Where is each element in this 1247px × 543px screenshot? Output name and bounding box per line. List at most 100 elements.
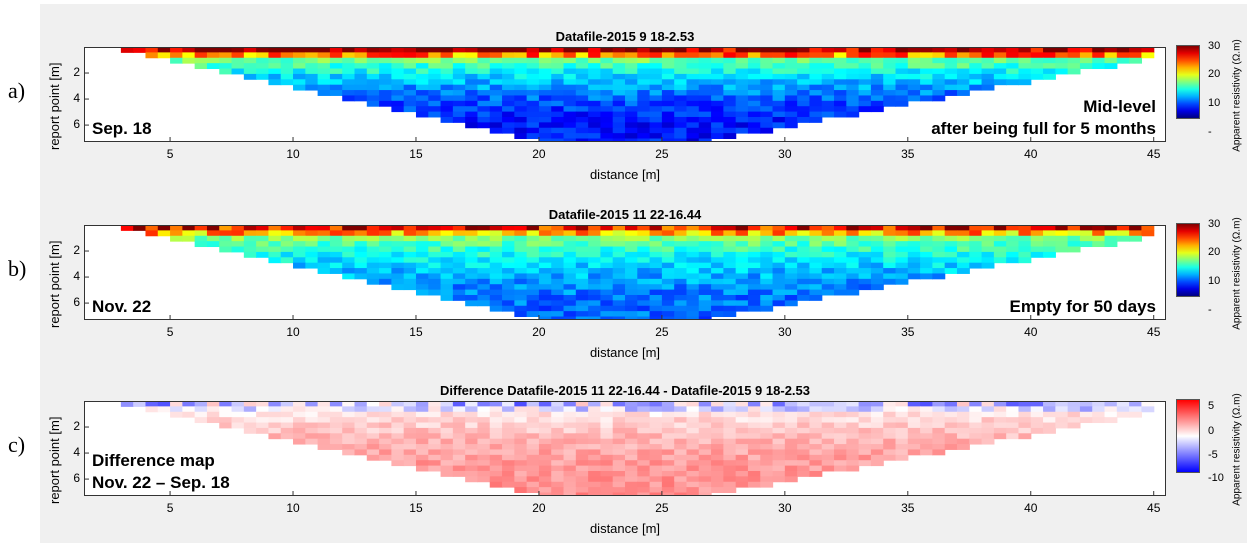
heatmap-cell — [944, 444, 958, 450]
heatmap-cell — [243, 411, 257, 418]
heatmap-cell — [674, 268, 688, 274]
heatmap-cell — [883, 262, 897, 269]
heatmap-cell — [760, 294, 774, 301]
heatmap-cell — [256, 246, 270, 253]
heatmap-cell — [612, 422, 626, 429]
heatmap-cell — [354, 230, 368, 237]
heatmap-cell — [772, 230, 786, 237]
heatmap-cell — [698, 235, 712, 242]
heatmap-cell — [1043, 251, 1056, 258]
heatmap-plot — [84, 47, 1166, 142]
heatmap-cell — [502, 68, 515, 75]
heatmap-cell — [981, 262, 995, 269]
heatmap-cell — [858, 100, 872, 107]
heatmap-cell — [575, 268, 589, 274]
heatmap-cell — [674, 470, 688, 477]
heatmap-cell — [452, 465, 466, 472]
heatmap-cell — [575, 116, 589, 123]
heatmap-cell — [895, 449, 909, 456]
heatmap-cell — [760, 84, 774, 91]
heatmap-cell — [563, 268, 577, 274]
heatmap-cell — [772, 116, 786, 123]
heatmap-cell — [391, 68, 405, 75]
heatmap-cell — [821, 449, 835, 456]
heatmap-cell — [944, 438, 958, 445]
heatmap-cell — [612, 251, 626, 258]
heatmap-cell — [514, 73, 528, 80]
heatmap-cell — [797, 460, 811, 467]
heatmap-cell — [440, 57, 454, 64]
y-tick-label: 4 — [73, 445, 80, 460]
heatmap-cell — [403, 262, 417, 269]
heatmap-cell — [1129, 52, 1143, 59]
heatmap-cell — [354, 268, 368, 274]
heatmap-cell — [612, 95, 626, 102]
heatmap-cell — [231, 225, 245, 231]
heatmap-cell — [538, 133, 552, 140]
heatmap-cell — [182, 57, 196, 64]
heatmap-cell — [649, 487, 663, 494]
heatmap-cell — [612, 460, 626, 467]
heatmap-cell — [821, 444, 835, 450]
heatmap-cell — [502, 257, 515, 264]
heatmap-cell — [514, 68, 528, 75]
heatmap-cell — [883, 84, 897, 91]
heatmap-cell — [797, 406, 811, 413]
heatmap-cell — [563, 422, 577, 429]
heatmap-cell — [637, 246, 651, 253]
heatmap-cell — [637, 90, 651, 96]
y-axis-label: report point [m] — [47, 416, 62, 504]
heatmap-cell — [280, 68, 294, 75]
colorbar-tick-label: 0 — [1208, 425, 1215, 437]
heatmap-cell — [551, 316, 565, 320]
heatmap-cell — [809, 47, 823, 53]
heatmap-cell — [317, 444, 331, 450]
heatmap-cell — [846, 401, 860, 407]
heatmap-cell — [489, 68, 503, 75]
heatmap-cell — [674, 465, 688, 472]
heatmap-cell — [317, 417, 331, 424]
heatmap-cell — [170, 52, 183, 59]
heatmap-cell — [674, 100, 688, 107]
heatmap-cell — [280, 433, 294, 440]
heatmap-cell — [612, 294, 626, 301]
heatmap-cell — [747, 100, 761, 107]
heatmap-cell — [354, 251, 368, 258]
heatmap-cell — [293, 251, 306, 258]
heatmap-cell — [944, 84, 958, 91]
heatmap-cell — [379, 84, 392, 91]
heatmap-cell — [391, 411, 405, 418]
heatmap-cell — [797, 268, 811, 274]
colorbar-label: Apparent resistivity (Ω.m) — [1231, 393, 1243, 506]
heatmap-cell — [760, 241, 774, 248]
heatmap-cell — [465, 268, 479, 274]
heatmap-cell — [428, 90, 442, 96]
heatmap-cell — [366, 454, 380, 461]
heatmap-cell — [465, 116, 479, 123]
heatmap-cell — [747, 57, 761, 64]
heatmap-cell — [711, 251, 724, 258]
heatmap-cell — [760, 449, 774, 456]
heatmap-cell — [920, 68, 933, 75]
heatmap-cell — [1079, 241, 1093, 248]
heatmap-cell — [526, 460, 540, 467]
heatmap-cell — [538, 454, 552, 461]
heatmap-cell — [834, 225, 847, 231]
heatmap-cell — [538, 305, 552, 312]
heatmap-cell — [170, 235, 183, 242]
heatmap-cell — [538, 57, 552, 64]
heatmap-cell — [219, 401, 233, 407]
heatmap-cell — [649, 476, 663, 483]
heatmap-cell — [969, 225, 983, 231]
heatmap-cell — [477, 251, 491, 258]
heatmap-cell — [723, 427, 737, 434]
heatmap-cell — [612, 235, 626, 242]
heatmap-cell — [698, 106, 712, 113]
heatmap-cell — [711, 230, 724, 237]
heatmap-cell — [735, 433, 749, 440]
heatmap-cell — [280, 57, 294, 64]
heatmap-cell — [797, 84, 811, 91]
heatmap-cell — [477, 90, 491, 96]
heatmap-cell — [870, 262, 884, 269]
heatmap-cell — [317, 438, 331, 445]
